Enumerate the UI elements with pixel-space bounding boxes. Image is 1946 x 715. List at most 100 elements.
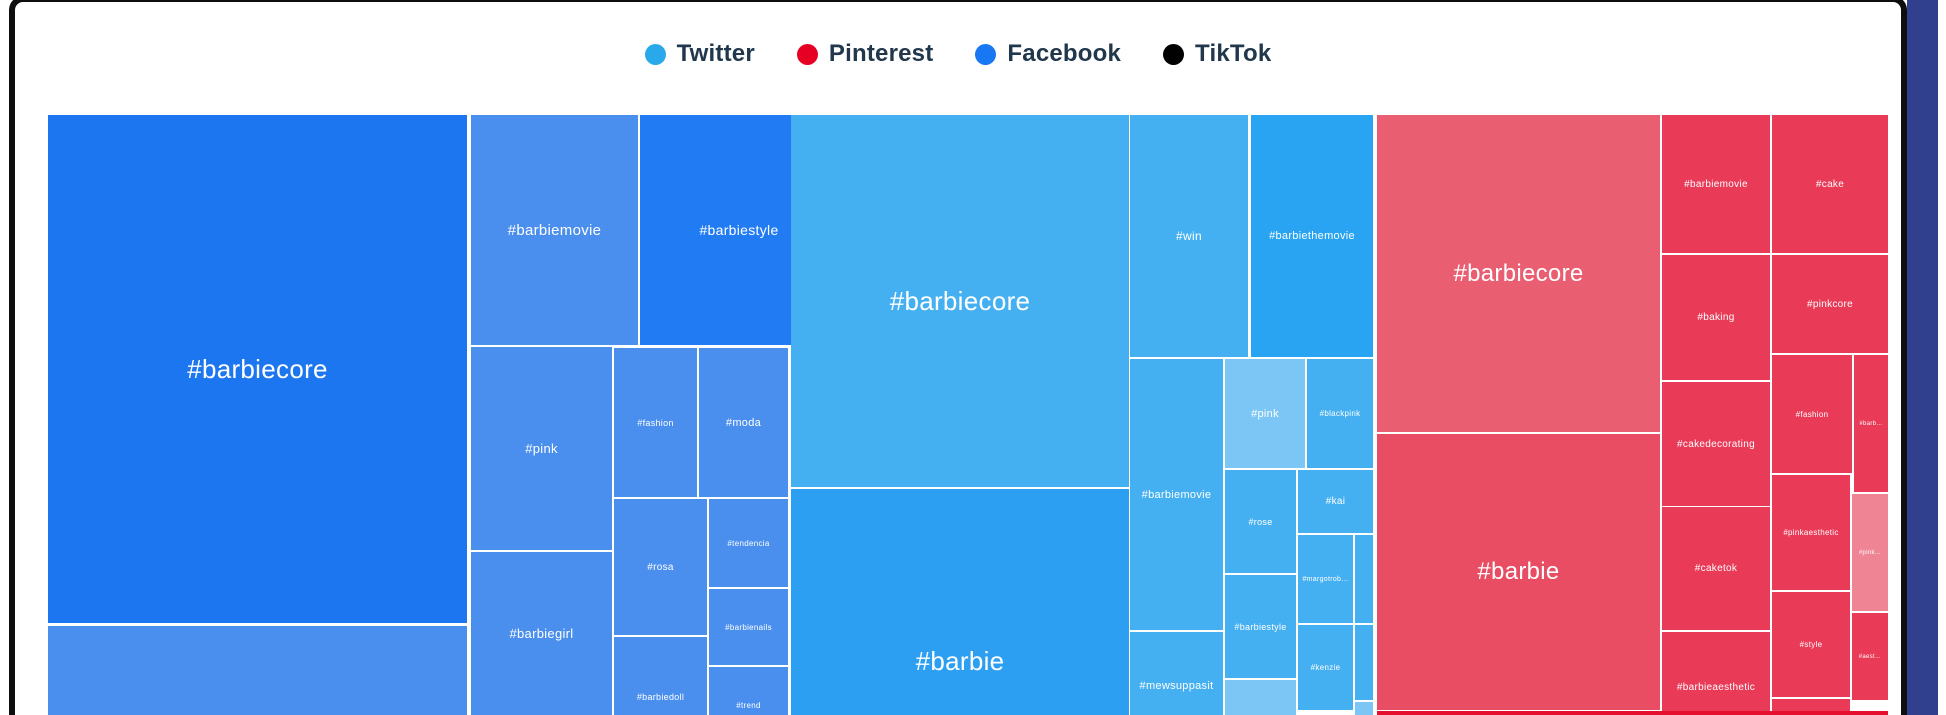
tile-label: #rosa [647,561,674,573]
legend-label: Facebook [1007,40,1122,67]
treemap-tile-pinterest-cakedecorating[interactable]: #cakedecorating [1662,382,1770,506]
treemap-tile-pinterest-barbie[interactable]: #barbie [1377,434,1660,710]
treemap-tile-twitter-barbiecore[interactable]: #barbiecore [791,115,1129,487]
tile-label: #pink… [1858,549,1882,556]
tile-label: #barbiemovie [1684,178,1748,190]
page-side-bar [1907,0,1938,715]
treemap-tile-twitter-kai[interactable]: #kai [1298,470,1373,533]
treemap-tile-facebook-barbiedoll[interactable]: #barbiedoll [614,637,707,715]
tile-label: #cake [1815,178,1845,190]
treemap-tile-facebook-rosa[interactable]: #rosa [614,499,707,635]
treemap-tile-twitter-barbiestyle[interactable]: #barbiestyle [1225,575,1296,678]
chart-legend: Twitter Pinterest Facebook TikTok [9,40,1907,68]
tile-label: #win [1176,229,1202,243]
treemap-tile-pinterest-block[interactable] [1377,711,1888,715]
treemap-tile-facebook-fashion[interactable]: #fashion [614,348,697,497]
legend-item-facebook[interactable]: Facebook [975,40,1121,68]
legend-item-tiktok[interactable]: TikTok [1163,40,1271,68]
treemap-tile-pinterest-fashion[interactable]: #fashion [1772,355,1852,473]
tile-label: #rose [1248,516,1273,527]
treemap-tile-pinterest-barb[interactable]: #barb… [1854,355,1888,492]
treemap-tile-twitter-pink[interactable]: #pink [1225,359,1305,468]
tile-label: #fashion [637,417,674,428]
tile-label: #kenzie [1310,663,1341,672]
treemap-tile-twitter-block[interactable] [1225,680,1296,715]
treemap-tile-twitter-block[interactable] [1355,625,1373,700]
tile-label: #blackpink [1319,409,1361,418]
treemap-tile-pinterest-barbieaesthetic[interactable]: #barbieaesthetic [1662,632,1770,715]
tile-label: #barbiegirl [509,626,574,641]
treemap-tile-facebook-trend[interactable]: #trend [709,667,788,715]
treemap-tile-facebook-block[interactable] [48,626,467,715]
tile-label: #pinkaesthetic [1783,528,1839,537]
treemap-tile-twitter-win[interactable]: #win [1130,115,1248,357]
treemap-tile-pinterest-pinkaesthetic[interactable]: #pinkaesthetic [1772,475,1850,590]
treemap-tile-twitter-kenzie[interactable]: #kenzie [1298,625,1353,710]
treemap-tile-facebook-barbiegirl[interactable]: #barbiegirl [471,552,612,715]
legend-dot-twitter-icon [644,43,666,65]
legend-dot-facebook-icon [975,43,997,65]
treemap-tile-pinterest-caketok[interactable]: #caketok [1662,507,1770,630]
tile-label: #cakedecorating [1677,438,1755,450]
treemap-tile-twitter-rose[interactable]: #rose [1225,470,1296,573]
treemap-tile-pinterest-baking[interactable]: #baking [1662,255,1770,380]
tile-label: #barbiestyle [699,222,779,238]
tile-label: #barbienails [725,622,772,632]
treemap-tile-twitter-barbiethemovie[interactable]: #barbiethemovie [1251,115,1373,357]
tile-label: #barbieaesthetic [1676,681,1756,693]
legend-label: Twitter [676,40,755,67]
treemap-tile-facebook-tendencia[interactable]: #tendencia [709,499,788,587]
legend-label: Pinterest [828,40,934,67]
tile-label: #pink [525,441,558,456]
tile-label: #tendencia [727,538,770,548]
tile-label: #pink [1251,407,1279,420]
tile-label: #kai [1325,496,1346,507]
legend-item-pinterest[interactable]: Pinterest [796,40,934,68]
legend-dot-pinterest-icon [796,43,818,65]
tile-label: #trend [736,700,761,710]
treemap-tile-twitter-barbiemovie[interactable]: #barbiemovie [1130,359,1223,630]
tile-label: #moda [725,416,762,429]
treemap-tile-facebook-barbiecore[interactable]: #barbiecore [48,115,467,623]
treemap-tile-pinterest-cake[interactable]: #cake [1772,115,1888,253]
treemap-tile-pinterest-block[interactable] [1772,699,1850,711]
tile-label: #barbiemovie [1141,488,1212,501]
treemap-tile-pinterest-barbiemovie[interactable]: #barbiemovie [1662,115,1770,253]
treemap-tile-twitter-block[interactable] [1355,702,1373,715]
treemap-tile-twitter-mewsuppasit[interactable]: #mewsuppasit [1130,632,1223,715]
tile-label: #caketok [1694,563,1738,574]
tile-label: #barbiecore [1453,259,1584,287]
treemap-tile-pinterest-aest[interactable]: #aest… [1852,613,1888,700]
treemap-tile-pinterest-pinkcore[interactable]: #pinkcore [1772,255,1888,353]
tile-label: #margotrob… [1302,575,1349,583]
tile-label: #pinkcore [1806,298,1854,310]
treemap-tile-facebook-pink[interactable]: #pink [471,347,612,550]
tile-label: #barbiemovie [507,221,602,239]
treemap-tile-twitter-blackpink[interactable]: #blackpink [1307,359,1373,468]
tile-label: #barbiethemovie [1269,230,1355,242]
treemap-tile-facebook-moda[interactable]: #moda [699,348,788,497]
tile-label: #barbie [1477,558,1560,585]
tile-label: #aest… [1858,653,1882,660]
tile-label: #style [1799,640,1823,649]
tile-label: #barbiestyle [1234,621,1287,632]
treemap-tile-facebook-barbienails[interactable]: #barbienails [709,589,788,665]
tile-label: #barbie [915,645,1005,676]
legend-dot-tiktok-icon [1163,43,1185,65]
tile-label: #barbiedoll [636,692,685,702]
treemap-tile-pinterest-style[interactable]: #style [1772,592,1850,697]
tile-label: #baking [1697,312,1735,323]
legend-label: TikTok [1195,40,1272,67]
treemap-tile-pinterest-pink[interactable]: #pink… [1852,494,1888,611]
treemap-tile-twitter-barbie[interactable]: #barbie [791,489,1129,715]
tile-label: #barbiecore [889,285,1031,316]
treemap-tile-twitter-block[interactable] [1355,535,1373,623]
treemap-tile-twitter-margotrob[interactable]: #margotrob… [1298,535,1353,623]
treemap-tile-facebook-barbiemovie[interactable]: #barbiemovie [471,115,638,345]
hashtag-treemap: #barbiecore #barbiemovie #barbiestyle #pink… [48,115,1889,715]
legend-item-twitter[interactable]: Twitter [644,40,755,68]
tile-label: #barb… [1859,420,1883,427]
treemap-tile-pinterest-barbiecore[interactable]: #barbiecore [1377,115,1660,432]
tile-label: #mewsuppasit [1139,680,1214,692]
